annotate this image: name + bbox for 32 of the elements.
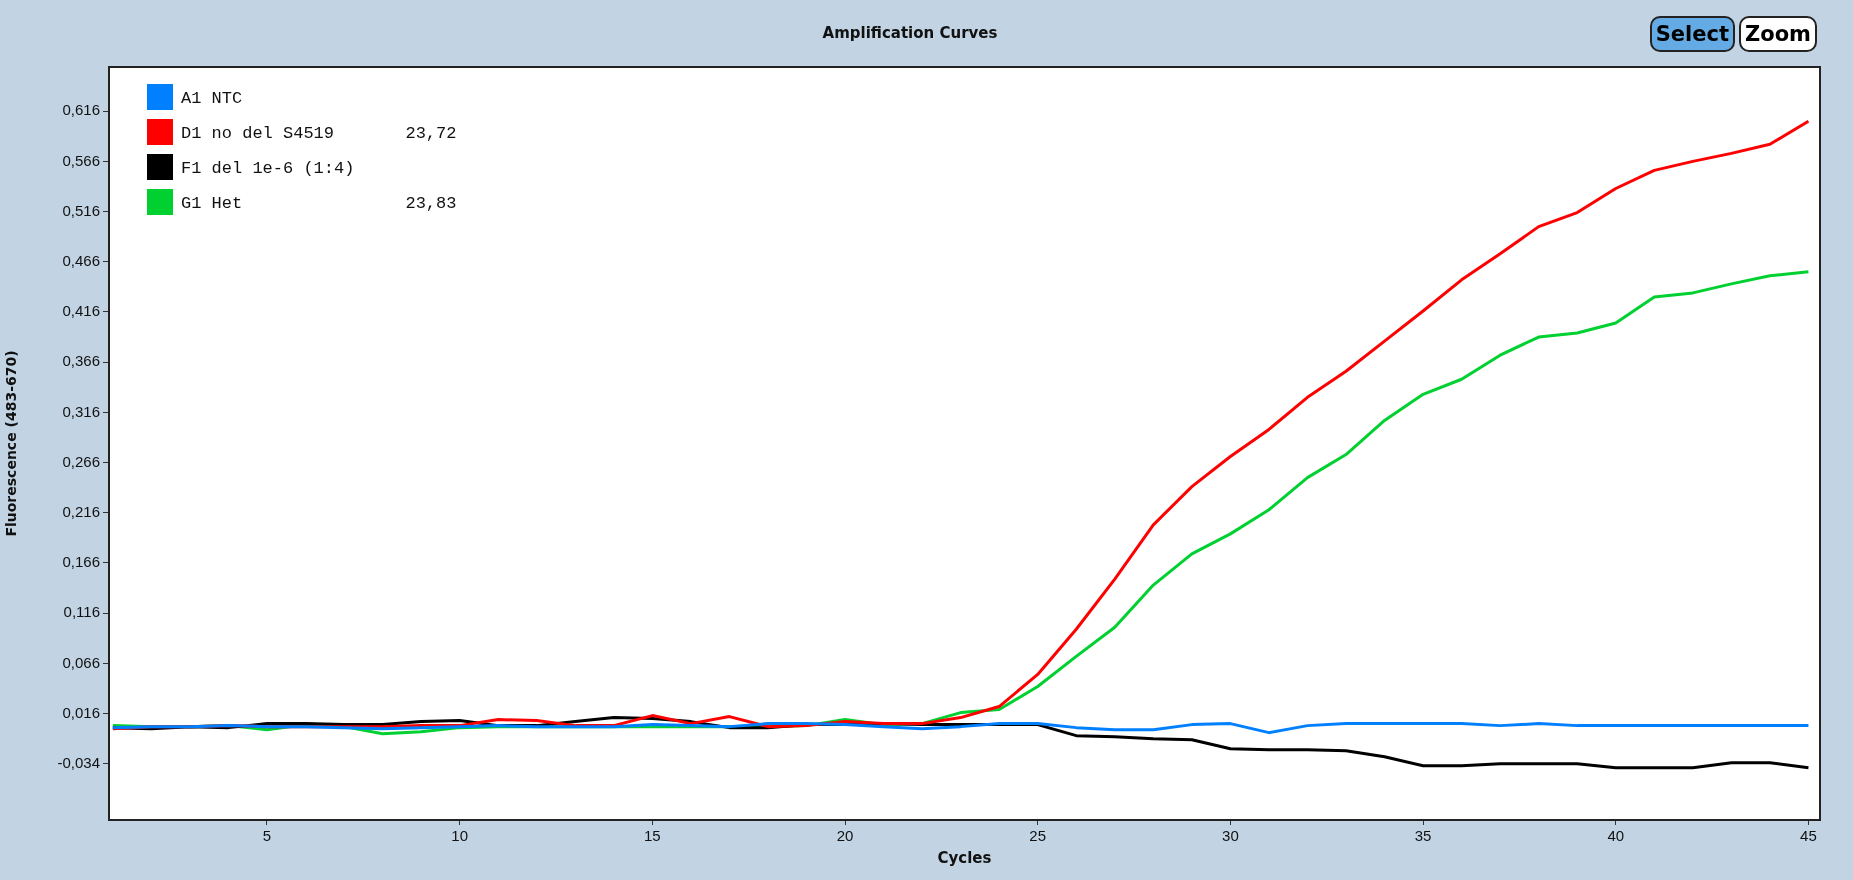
x-tick-label: 45 [1800,827,1817,845]
y-tick-label: 0,566 [62,151,100,169]
y-tick-label: 0,616 [62,101,100,119]
y-tick-label: 0,116 [63,603,100,621]
y-tick-label: 0,316 [62,402,100,420]
y-tick-label: 0,166 [62,553,100,571]
x-tick-label: 25 [1029,827,1047,845]
button: Select [1649,16,1736,52]
y-tick-label: 0,066 [62,653,100,671]
y-tick-label: 0,266 [62,452,100,470]
y-tick-label: 0,216 [62,502,100,520]
x-tick-label: 35 [1414,827,1432,845]
y-tick-label: 0,416 [62,302,100,320]
x-axis-title: Cycles [937,848,992,867]
x-tick-label: 10 [451,827,469,845]
y-tick-label: 0,516 [62,201,100,219]
legend-label: A1 NTC [181,88,243,108]
button: Zoom [1739,16,1817,52]
legend-label: G1 Het 23,83 [181,193,457,213]
x-tick-label: 40 [1607,827,1625,845]
y-tick-label: 0,016 [62,703,100,721]
legend-label: D1 no del S4519 23,72 [181,123,457,143]
y-tick-label: -0,034 [57,753,100,771]
y-tick-label: 0,366 [62,352,100,370]
x-tick-label: 15 [644,827,661,845]
y-axis-title: Fluorescence (483-670) [3,350,20,537]
y-tick-label: 0,466 [62,251,100,269]
chart-title: Amplification Curves [822,23,998,42]
legend-label: F1 del 1e-6 (1:4) [181,158,355,178]
x-tick-label: 5 [262,827,272,845]
x-tick-label: 20 [836,827,854,845]
x-tick-label: 30 [1222,827,1239,845]
